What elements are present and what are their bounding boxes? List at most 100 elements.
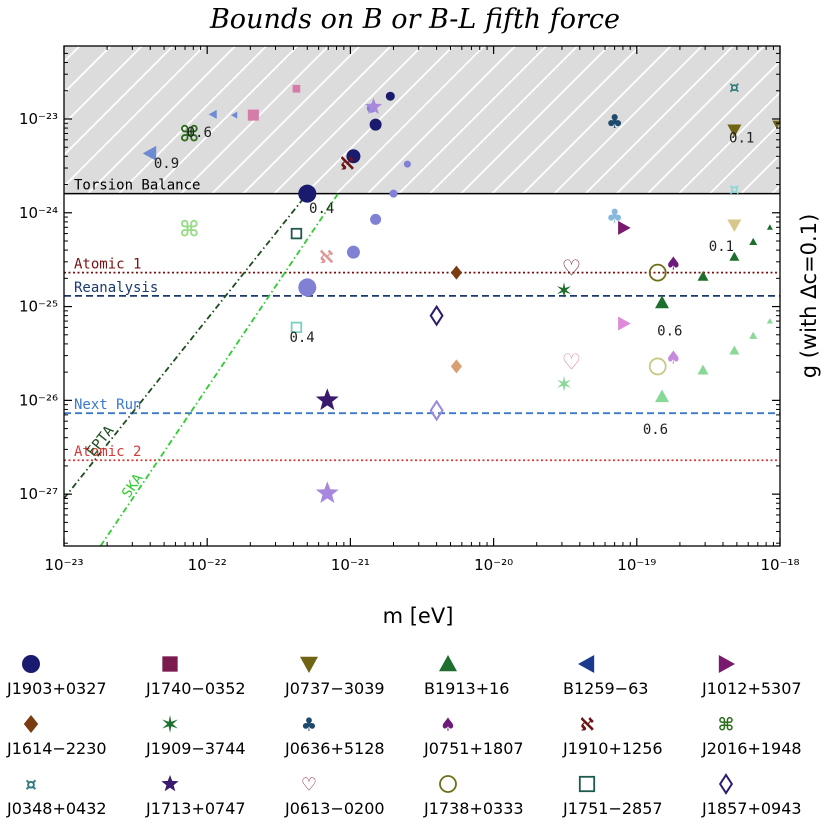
data-points: ♣ ♣ ♠ ♠ ℵ ℵ ⌘ ⌘ ¤ ¤ ♡ ♡ (142, 78, 780, 503)
marker-shape (429, 399, 444, 422)
point-j0751-1807-0: ♠ (665, 254, 681, 275)
point-j1012-5307-forecast-0 (618, 316, 631, 331)
marker-shape (389, 189, 398, 198)
legend-item-j0348-0432: ¤ J0348+0432 (6, 774, 107, 818)
marker-shape (718, 655, 735, 673)
point-j1910-1256-forecast-0: ℵ (319, 247, 333, 268)
point-j0751-1807-forecast-0: ♠ (665, 347, 681, 368)
marker-shape (727, 124, 742, 138)
bound-lines (64, 192, 780, 546)
marker-shape (23, 715, 39, 733)
marker-shape (578, 655, 595, 673)
annotation-0: 0.9 (154, 156, 179, 172)
point-j1751-2857-forecast-0 (290, 321, 303, 334)
legend-marker (300, 656, 318, 673)
marker-glyph: ℵ (319, 247, 333, 268)
marker-shape (346, 149, 361, 164)
marker-shape (729, 345, 740, 355)
point-b1913-16-forecast-3 (749, 331, 758, 339)
marker-shape (557, 375, 571, 392)
marker-glyph: ⌘ (179, 217, 199, 242)
x-axis-label: m [eV] (383, 604, 454, 628)
label-atomic-1: Atomic 1 (74, 257, 141, 273)
legend-marker: ¤ (25, 774, 36, 795)
plot-frame (63, 45, 781, 547)
legend-item-j0636-5128: ♣ J0636+5128 (284, 714, 385, 758)
point-j1903-0327-forecast-3 (346, 245, 360, 259)
x-tick-label: 10⁻²⁰ (474, 556, 513, 574)
point-j1903-0327-1 (385, 91, 395, 101)
legend-item-j1738-0333: J1738+0333 (423, 775, 524, 818)
line-labels: Torsion Balance Atomic 1 Reanalysis Next Ru… (74, 178, 200, 501)
legend-item-j0751-1807: ♠ J0751+1807 (423, 714, 524, 758)
marker-glyph: ♣ (606, 206, 623, 228)
marker-shape (557, 282, 571, 299)
point-j1740-0352-0 (247, 109, 259, 121)
point-j0348-0432-0: ¤ (729, 78, 739, 97)
marker-shape (300, 656, 318, 673)
point-j1012-5307-0 (618, 220, 631, 235)
legend-item-b1913-16: B1913+16 (424, 655, 509, 698)
point-j0613-0200-forecast-0: ♡ (562, 350, 582, 375)
x-tick-label: 10⁻¹⁸ (760, 556, 799, 574)
marker-glyph: ⌘ (718, 714, 735, 735)
y-tick-label: 10⁻²⁷ (19, 485, 58, 503)
point-j1740-0352-1 (292, 84, 301, 93)
marker-shape (162, 656, 178, 672)
marker-shape (439, 775, 457, 793)
point-j1738-0333-0 (648, 263, 667, 282)
legend-marker (718, 773, 734, 795)
point-j1614-2230-forecast-0 (450, 359, 463, 374)
legend-item-j0737-3039: J0737−3039 (284, 656, 385, 698)
marker-shape (315, 388, 339, 411)
legend-label: J1012+5307 (701, 679, 802, 698)
marker-shape (346, 245, 360, 259)
legend-item-j1614-2230: J1614−2230 (6, 715, 107, 758)
marker-shape (247, 109, 259, 121)
marker-shape (618, 220, 631, 235)
point-j1903-0327-2 (369, 118, 382, 131)
marker-shape (450, 359, 463, 374)
point-b1913-16-2 (729, 251, 740, 261)
marker-shape (655, 389, 670, 403)
y-axis-label: g (with Δc=0.1) (797, 214, 821, 379)
point-j1713-0747-forecast-1 (364, 97, 383, 114)
legend-marker: ℵ (580, 714, 594, 735)
label-reanalysis: Reanalysis (74, 280, 158, 296)
point-j0636-5128-0: ♣ (606, 111, 623, 133)
x-tick-label: 10⁻²¹ (331, 556, 370, 574)
legend-item-j1012-5307: J1012+5307 (701, 655, 802, 698)
annotation-4: 0.1 (729, 131, 754, 147)
point-j1713-0747-forecast-0 (315, 481, 339, 503)
point-j1903-0327-forecast-0 (298, 278, 317, 297)
marker-shape (364, 97, 383, 114)
legend-label: J0348+0432 (6, 799, 107, 818)
legend-item-j1909-3744: J1909−3744 (145, 715, 246, 758)
marker-glyph: ℵ (340, 153, 354, 174)
legend-marker (22, 655, 40, 673)
marker-glyph: ♣ (606, 111, 623, 133)
marker-shape (385, 91, 395, 101)
legend-item-j1713-0747: J1713+0747 (145, 775, 246, 818)
point-b1259-63-0 (142, 145, 157, 161)
marker-shape (648, 357, 667, 376)
marker-shape (429, 304, 444, 327)
point-b1913-16-forecast-2 (729, 345, 740, 355)
legend-label: J1857+0943 (701, 799, 802, 818)
marker-glyph: ⌘ (179, 122, 199, 147)
point-b1913-16-forecast-0 (655, 389, 670, 403)
marker-glyph: ♣ (301, 714, 317, 735)
point-b1913-16-1 (697, 270, 709, 281)
annotation-6: 0.6 (657, 324, 682, 340)
point-j1903-0327-forecast-2 (370, 213, 382, 225)
point-j1903-0327-forecast-1 (389, 189, 398, 198)
point-j0613-0200-0: ♡ (562, 257, 582, 282)
legend-marker: ♡ (301, 774, 317, 795)
point-j1909-3744-0 (557, 282, 571, 299)
marker-shape (230, 111, 238, 119)
legend: J1903+0327 J1740−0352 J0737−3039 B1913+16 B1… (6, 655, 802, 818)
annotation-3: 0.4 (289, 330, 314, 346)
marker-glyph: ♠ (440, 714, 456, 735)
point-j0737-3039-1 (772, 120, 780, 129)
